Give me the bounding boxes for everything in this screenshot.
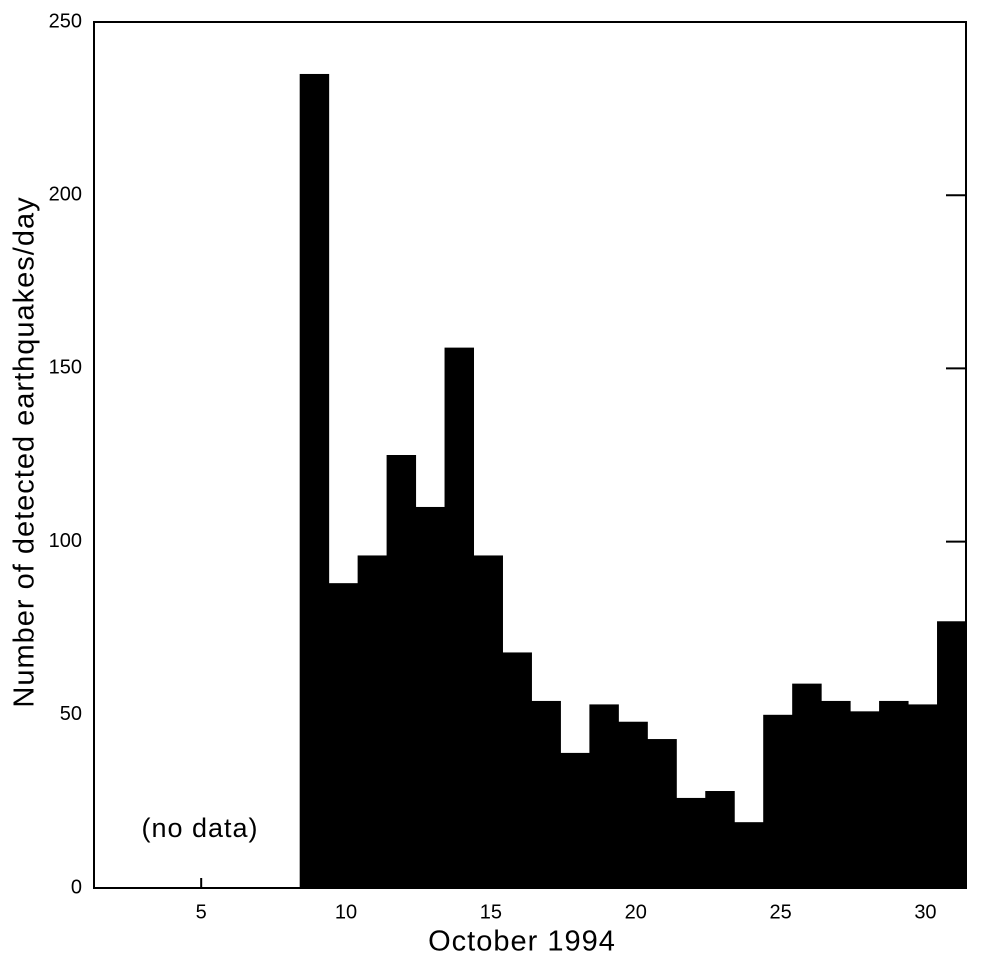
bar (676, 797, 706, 888)
y-tick-label: 50 (60, 703, 82, 725)
y-tick-label: 150 (49, 357, 82, 379)
bar (850, 711, 880, 888)
bar (821, 700, 851, 888)
bar (589, 704, 619, 888)
bar (763, 714, 793, 888)
bar (328, 583, 359, 888)
bar (415, 506, 446, 888)
y-axis-label: Number of detected earthquakes/day (9, 196, 41, 707)
y-tick-label: 250 (49, 10, 82, 32)
x-tick-label: 25 (769, 901, 791, 923)
bar (444, 347, 475, 889)
bar (879, 700, 909, 888)
bar (299, 73, 330, 888)
bar (560, 752, 590, 888)
bar (647, 739, 677, 888)
bar (502, 652, 532, 888)
plot-frame (93, 21, 967, 889)
bar (473, 555, 503, 888)
y-tick-label: 200 (49, 183, 82, 205)
x-tick-label: 15 (480, 901, 502, 923)
annotation: (no data) (141, 813, 258, 843)
bar (618, 721, 648, 888)
bar (531, 700, 561, 888)
x-axis-label: October 1994 (428, 926, 616, 958)
y-tick-label: 0 (71, 876, 82, 898)
bar (908, 704, 938, 888)
bar (734, 822, 764, 888)
x-tick-label: 20 (625, 901, 647, 923)
x-tick-label: 30 (914, 901, 936, 923)
x-tick-label: 5 (196, 901, 207, 923)
bar (705, 791, 735, 888)
bar (937, 621, 967, 888)
x-tick-label: 10 (335, 901, 357, 923)
bar (792, 683, 822, 888)
bar (357, 555, 388, 888)
bar (386, 455, 417, 888)
y-tick-label: 100 (49, 530, 82, 552)
